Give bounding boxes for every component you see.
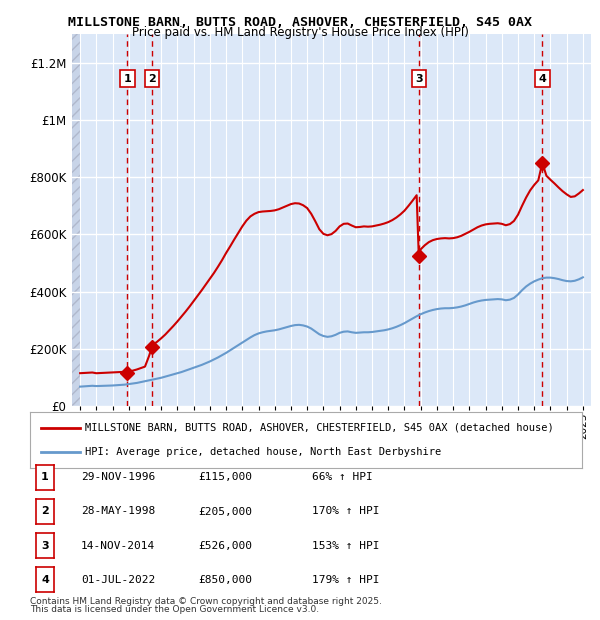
Text: 179% ↑ HPI: 179% ↑ HPI [312, 575, 380, 585]
Text: £850,000: £850,000 [198, 575, 252, 585]
Text: 01-JUL-2022: 01-JUL-2022 [81, 575, 155, 585]
Text: 170% ↑ HPI: 170% ↑ HPI [312, 507, 380, 516]
Text: 14-NOV-2014: 14-NOV-2014 [81, 541, 155, 551]
Text: Contains HM Land Registry data © Crown copyright and database right 2025.: Contains HM Land Registry data © Crown c… [30, 597, 382, 606]
Text: £526,000: £526,000 [198, 541, 252, 551]
Text: 3: 3 [41, 541, 49, 551]
Text: 4: 4 [538, 74, 546, 84]
Text: MILLSTONE BARN, BUTTS ROAD, ASHOVER, CHESTERFIELD, S45 0AX (detached house): MILLSTONE BARN, BUTTS ROAD, ASHOVER, CHE… [85, 423, 554, 433]
Text: £205,000: £205,000 [198, 507, 252, 516]
Text: 2: 2 [41, 507, 49, 516]
Text: Price paid vs. HM Land Registry's House Price Index (HPI): Price paid vs. HM Land Registry's House … [131, 26, 469, 39]
Text: 153% ↑ HPI: 153% ↑ HPI [312, 541, 380, 551]
Bar [72, 34, 80, 406]
Text: This data is licensed under the Open Government Licence v3.0.: This data is licensed under the Open Gov… [30, 604, 319, 614]
Text: 28-MAY-1998: 28-MAY-1998 [81, 507, 155, 516]
Text: 2: 2 [148, 74, 155, 84]
Text: £115,000: £115,000 [198, 472, 252, 482]
Text: 4: 4 [41, 575, 49, 585]
Text: 29-NOV-1996: 29-NOV-1996 [81, 472, 155, 482]
Text: 1: 1 [41, 472, 49, 482]
Text: 66% ↑ HPI: 66% ↑ HPI [312, 472, 373, 482]
Text: 1: 1 [124, 74, 131, 84]
Text: MILLSTONE BARN, BUTTS ROAD, ASHOVER, CHESTERFIELD, S45 0AX: MILLSTONE BARN, BUTTS ROAD, ASHOVER, CHE… [68, 16, 532, 29]
Text: HPI: Average price, detached house, North East Derbyshire: HPI: Average price, detached house, Nort… [85, 448, 442, 458]
Text: 3: 3 [415, 74, 422, 84]
